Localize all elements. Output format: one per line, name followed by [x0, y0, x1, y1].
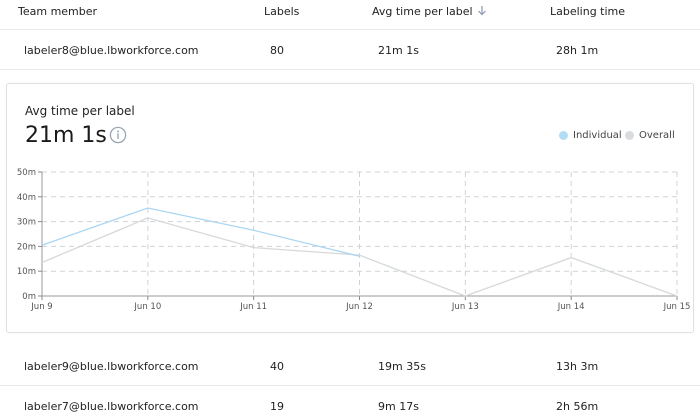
- table-row[interactable]: labeler7@blue.lbworkforce.com 19 9m 17s …: [0, 386, 700, 420]
- column-header-avg-time-label: Avg time per label: [372, 5, 473, 18]
- legend-individual[interactable]: Individual: [559, 130, 622, 141]
- labeling-time-cell: 28h 1m: [556, 44, 599, 57]
- labels-cell: 19: [270, 400, 284, 413]
- y-tick-label: 20m: [17, 242, 36, 252]
- x-tick-label: Jun 14: [557, 302, 585, 312]
- avg-time-cell: 21m 1s: [378, 44, 419, 57]
- labels-cell: 40: [270, 360, 284, 373]
- y-tick-label: 10m: [17, 267, 36, 277]
- table-header: Team member Labels Avg time per label La…: [0, 0, 700, 30]
- avg-time-cell: 9m 17s: [378, 400, 419, 413]
- x-tick-label: Jun 9: [30, 302, 52, 312]
- avg-time-cell: 19m 35s: [378, 360, 426, 373]
- x-tick-label: Jun 15: [663, 302, 691, 312]
- sort-descending-icon[interactable]: [477, 5, 487, 19]
- avg-time-line-chart: 0m 10m 20m 30m 40m 50m Jun 9 Jun 10 Jun 11 Jun 12…: [17, 168, 691, 312]
- x-tick-label: Jun 13: [451, 302, 479, 312]
- labels-cell: 80: [270, 44, 284, 57]
- avg-time-detail-card: Avg time per label 21m 1s Individual Ove…: [6, 83, 694, 333]
- column-header-labels[interactable]: Labels: [264, 5, 300, 18]
- table-row[interactable]: labeler8@blue.lbworkforce.com 80 21m 1s …: [0, 30, 700, 70]
- series-line-individual: [41, 207, 360, 257]
- labeling-time-cell: 2h 56m: [556, 400, 599, 413]
- y-tick-label: 0m: [22, 292, 36, 302]
- table-row[interactable]: labeler9@blue.lbworkforce.com 40 19m 35s…: [0, 346, 700, 386]
- team-member-cell: labeler7@blue.lbworkforce.com: [24, 400, 199, 413]
- column-header-labeling-time[interactable]: Labeling time: [550, 5, 626, 18]
- y-tick-label: 50m: [17, 168, 36, 178]
- team-member-cell: labeler9@blue.lbworkforce.com: [24, 360, 199, 373]
- legend-individual-label: Individual: [573, 130, 622, 141]
- series-line-overall: [41, 217, 678, 297]
- x-tick-label: Jun 10: [133, 302, 161, 312]
- y-tick-label: 40m: [17, 193, 36, 203]
- legend-overall[interactable]: Overall: [625, 130, 675, 141]
- x-tick-label: Jun 11: [239, 302, 267, 312]
- legend-overall-swatch: [625, 131, 634, 140]
- legend-individual-swatch: [559, 131, 568, 140]
- info-icon[interactable]: [109, 126, 127, 144]
- y-tick-label: 30m: [17, 218, 36, 228]
- team-member-cell: labeler8@blue.lbworkforce.com: [24, 44, 199, 57]
- x-tick-label: Jun 12: [345, 302, 373, 312]
- card-title: Avg time per label: [25, 104, 135, 118]
- column-header-avg-time[interactable]: Avg time per label: [372, 5, 487, 19]
- legend-overall-label: Overall: [639, 130, 675, 141]
- labeling-time-cell: 13h 3m: [556, 360, 599, 373]
- column-header-team-member[interactable]: Team member: [18, 5, 98, 18]
- card-value: 21m 1s: [25, 123, 107, 148]
